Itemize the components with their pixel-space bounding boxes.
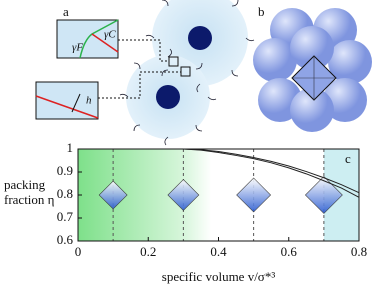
x-tick-label: 0.8 [351, 244, 367, 259]
x-tick-label: 0.6 [281, 244, 298, 259]
panel-b-label: b [258, 4, 265, 19]
unit-cell [98, 180, 128, 210]
y-tick-label: 1 [67, 140, 74, 155]
gamma-c-label: γC [104, 29, 116, 41]
x-tick-label: 0.2 [140, 244, 156, 259]
y-tick-label: 0.7 [57, 209, 74, 224]
y-tick-label: 0.9 [57, 163, 73, 178]
panel-b: b [253, 4, 372, 132]
y-axis-label: packing [4, 177, 46, 192]
panel-a: γF γC h a [35, 0, 255, 146]
unit-cell [236, 177, 272, 213]
unit-cell [304, 176, 343, 214]
x-axis-label: specific volume v/σ*³ [162, 269, 276, 284]
y-tick-label: 0.6 [57, 232, 74, 247]
panel-a-label: a [63, 4, 69, 19]
panel-c-label: c [345, 151, 351, 166]
y-axis-label: fraction η [4, 192, 55, 207]
x-tick-label: 0 [75, 244, 82, 259]
curve [183, 148, 360, 194]
curve [183, 148, 360, 198]
unit-cell [167, 179, 200, 211]
x-tick-label: 0.4 [210, 244, 227, 259]
gamma-f-label: γF [72, 42, 83, 54]
y-tick-label: 0.8 [57, 186, 73, 201]
h-label: h [86, 95, 92, 107]
